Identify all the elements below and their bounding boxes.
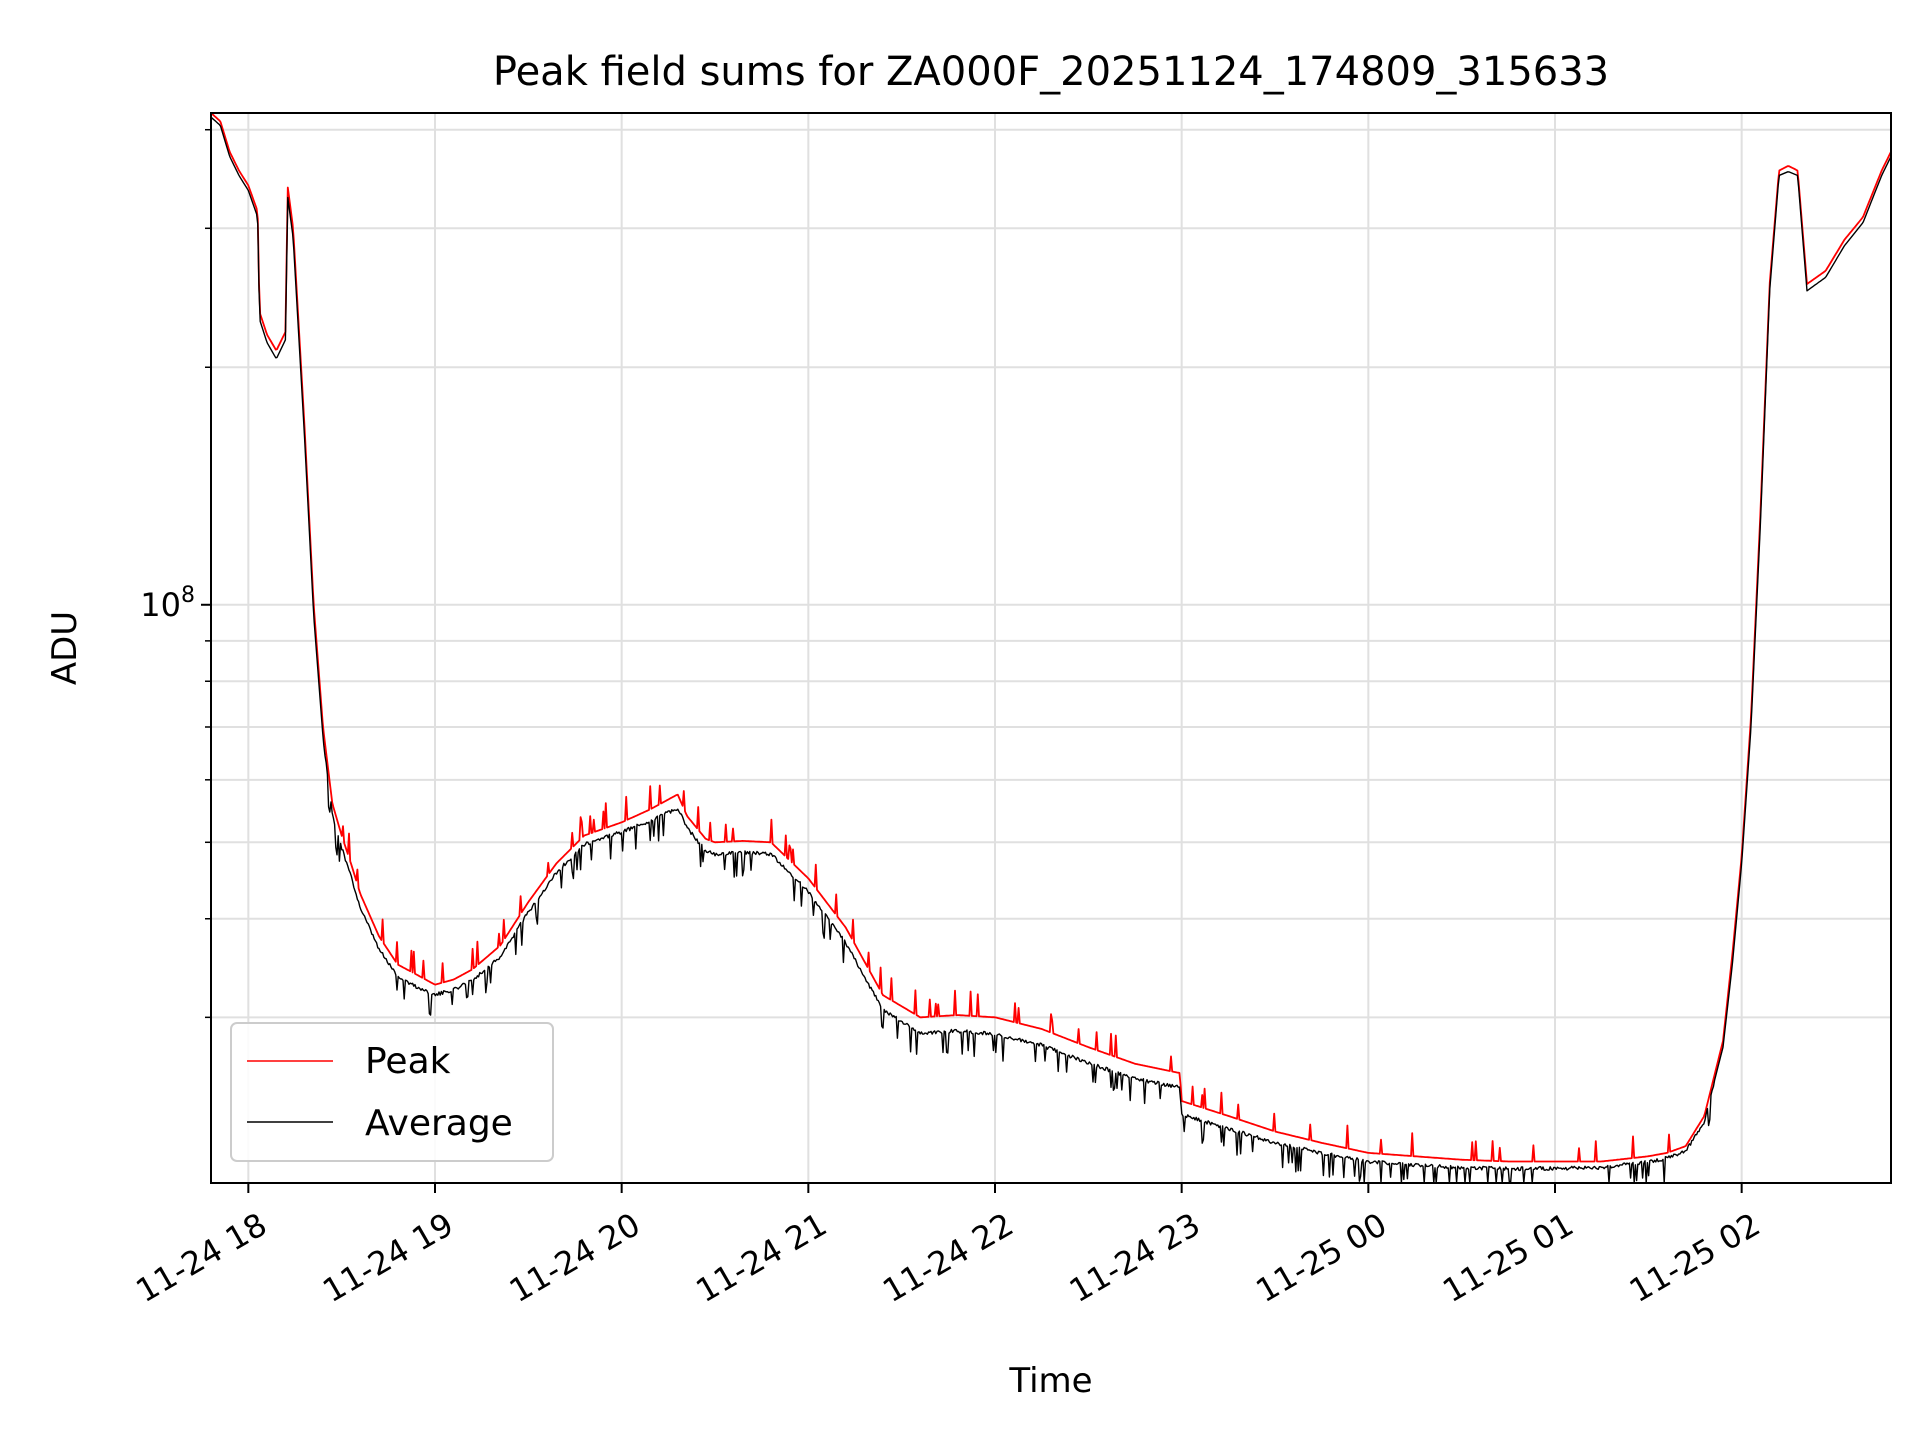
series-line-average: [210, 116, 1892, 1184]
chart-title: Peak field sums for ZA000F_20251124_1748…: [493, 49, 1609, 95]
plot-series: [210, 112, 1892, 1184]
legend-label-peak: Peak: [365, 1041, 451, 1082]
legend: Peak Average: [230, 1022, 554, 1162]
y-tick-label: 108: [140, 583, 195, 624]
y-tick-label-base: 10: [140, 586, 181, 624]
y-axis-label: ADU: [45, 611, 85, 685]
x-axis-label: Time: [1008, 1361, 1092, 1401]
legend-box: [230, 1022, 554, 1162]
y-tick-label-exponent: 8: [181, 583, 195, 608]
legend-label-average: Average: [365, 1103, 513, 1144]
plot-frame: [210, 112, 1892, 1184]
series-line-peak: [210, 112, 1892, 1163]
